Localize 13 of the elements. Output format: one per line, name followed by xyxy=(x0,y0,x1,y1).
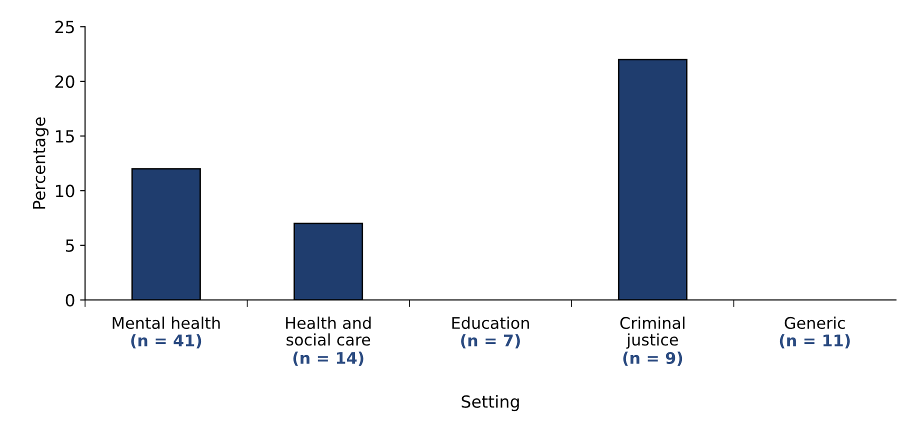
y-tick-label: 5 xyxy=(66,240,74,252)
x-tick-label: Mental health (n = 41) xyxy=(112,316,220,348)
y-tick-label: 0 xyxy=(66,294,74,307)
y-tick-label: 10 xyxy=(56,184,74,198)
x-axis-title: Setting xyxy=(462,394,519,412)
y-tick-label: 25 xyxy=(55,20,74,34)
x-tick-label: Education (n = 7) xyxy=(452,316,529,348)
x-tick-label: Generic (n = 11) xyxy=(780,316,850,348)
y-tick-label: 15 xyxy=(56,130,74,143)
x-tick-label: Health and social care (n = 14) xyxy=(286,316,371,366)
y-axis-title: Percentage xyxy=(32,117,49,209)
x-tick-label: Criminal justice (n = 9) xyxy=(620,316,684,366)
y-tick-label: 20 xyxy=(55,75,74,88)
